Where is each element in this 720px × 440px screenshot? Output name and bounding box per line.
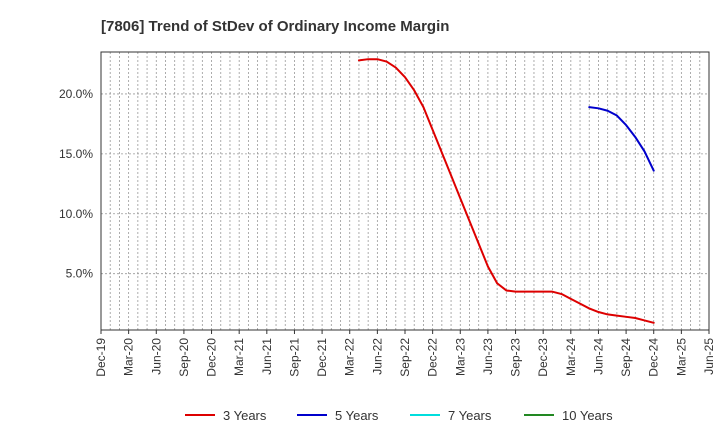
x-tick-label: Mar-20	[122, 338, 136, 376]
x-tick-label: Dec-23	[536, 338, 550, 377]
x-tick-label: Jun-23	[481, 338, 495, 375]
x-tick-label: Sep-20	[177, 338, 191, 377]
chart-title: [7806] Trend of StDev of Ordinary Income…	[101, 18, 449, 35]
y-axis: 5.0% 10.0% 15.0% 20.0%	[59, 87, 93, 281]
series-lines	[357, 58, 655, 324]
series-line-3-years	[357, 58, 655, 324]
legend-item: 10 Years	[524, 408, 613, 423]
legend-item: 5 Years	[297, 408, 379, 423]
x-tick-label: Dec-22	[426, 338, 440, 377]
legend-item: 3 Years	[185, 408, 267, 423]
x-axis: Dec-19 Mar-20 Jun-20 Sep-20 Dec-20 Mar-21 Jun-…	[94, 330, 716, 377]
x-tick-label: Jun-25	[702, 338, 716, 375]
x-tick-label: Mar-24	[564, 338, 578, 376]
legend-label: 3 Years	[223, 408, 267, 423]
x-tick-label: Sep-21	[287, 338, 301, 377]
y-tick-label: 15.0%	[59, 147, 93, 161]
y-tick-label: 10.0%	[59, 207, 93, 221]
legend-label: 10 Years	[562, 408, 613, 423]
grid	[101, 52, 709, 330]
x-tick-label: Dec-21	[315, 338, 329, 377]
x-tick-label: Sep-24	[619, 338, 633, 377]
x-tick-label: Dec-20	[205, 338, 219, 377]
x-tick-label: Mar-21	[232, 338, 246, 376]
x-tick-label: Mar-23	[453, 338, 467, 376]
x-tick-label: Jun-22	[370, 338, 384, 375]
legend-label: 7 Years	[448, 408, 492, 423]
x-tick-label: Jun-24	[591, 338, 605, 375]
x-tick-label: Jun-20	[149, 338, 163, 375]
y-tick-label: 20.0%	[59, 87, 93, 101]
x-tick-label: Dec-19	[94, 338, 108, 377]
series-line-5-years	[588, 106, 655, 172]
x-tick-label: Mar-22	[343, 338, 357, 376]
legend: 3 Years 5 Years 7 Years 10 Years	[185, 408, 613, 423]
x-tick-label: Mar-25	[674, 338, 688, 376]
legend-item: 7 Years	[410, 408, 492, 423]
x-tick-label: Dec-24	[647, 338, 661, 377]
x-tick-label: Jun-21	[260, 338, 274, 375]
x-tick-label: Sep-22	[398, 338, 412, 377]
y-tick-label: 5.0%	[66, 267, 94, 281]
x-tick-label: Sep-23	[509, 338, 523, 377]
legend-label: 5 Years	[335, 408, 379, 423]
